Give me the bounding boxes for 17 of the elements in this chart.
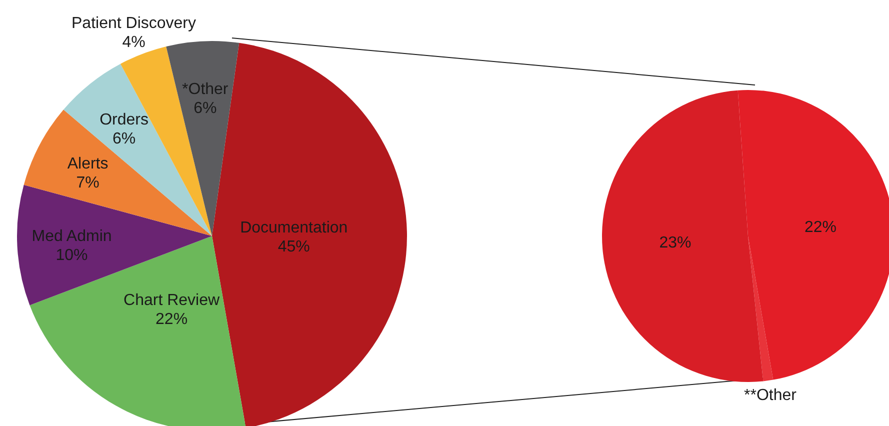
slice-label: Documentation <box>240 220 348 237</box>
slice-label: **Other <box>744 387 798 404</box>
data-label: 23% <box>659 234 692 252</box>
slice-label: *Other <box>182 80 229 98</box>
slice-label: Chart Review <box>124 292 220 310</box>
data-label: 10% <box>56 246 88 264</box>
slice-label: Alerts <box>67 156 108 173</box>
data-label: 6% <box>112 130 136 148</box>
data-label: 45% <box>278 238 310 256</box>
slice-label: Orders <box>100 112 148 129</box>
data-label: 6% <box>194 100 217 117</box>
data-label: 22% <box>156 311 188 328</box>
data-label: 7% <box>76 174 100 192</box>
slice-label: Med Admin <box>32 228 112 245</box>
data-label: 22% <box>804 219 836 236</box>
slice-label: Patient Discovery <box>72 15 196 32</box>
data-label: 4% <box>122 34 146 52</box>
